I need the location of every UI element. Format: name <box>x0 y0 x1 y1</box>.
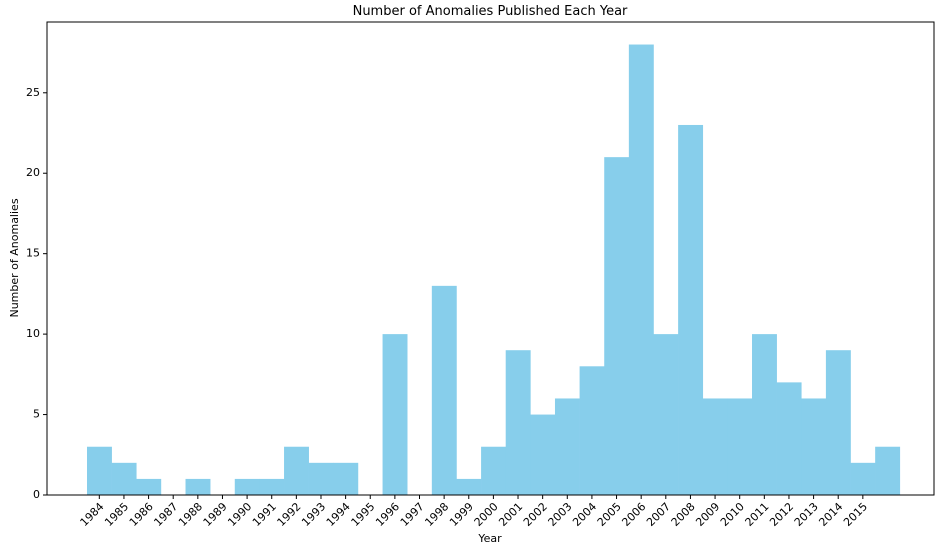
x-tick-label: 2001 <box>496 500 525 529</box>
y-tick-label: 5 <box>33 408 40 421</box>
bar <box>382 334 408 495</box>
bar <box>284 446 309 495</box>
x-tick-label: 1995 <box>348 500 377 529</box>
x-tick-label: 1991 <box>250 500 279 529</box>
x-tick-label: 2015 <box>841 500 870 529</box>
x-tick-label: 1987 <box>151 500 180 529</box>
plot-frame <box>46 21 935 496</box>
x-tick-label: 2012 <box>767 500 796 529</box>
chart-title: Number of Anomalies Published Each Year <box>353 4 628 19</box>
bar <box>628 44 654 496</box>
x-tick-label: 2005 <box>595 500 624 529</box>
bar <box>752 334 777 495</box>
y-tick-label: 15 <box>26 247 40 260</box>
bar <box>87 446 112 495</box>
y-axis-label: Number of Anomalies <box>8 198 21 317</box>
bar <box>604 157 630 495</box>
bar <box>431 285 457 495</box>
bar <box>727 398 753 495</box>
bar <box>850 462 876 495</box>
x-tick-label: 1993 <box>299 500 328 529</box>
x-tick-label: 2003 <box>546 500 575 529</box>
bar <box>530 414 556 495</box>
x-tick-label: 2007 <box>644 500 673 529</box>
bar <box>505 350 531 495</box>
x-axis-label: Year <box>477 532 502 545</box>
x-tick-label: 2011 <box>743 500 772 529</box>
bar <box>136 478 162 495</box>
x-tick-label: 1988 <box>176 500 205 529</box>
x-tick-label: 1992 <box>275 500 304 529</box>
x-tick-label: 1997 <box>398 500 427 529</box>
x-tick-label: 1985 <box>102 500 131 529</box>
x-tick-label: 1999 <box>447 500 476 529</box>
x-tick-label: 1990 <box>225 500 254 529</box>
y-tick-label: 10 <box>26 327 40 340</box>
x-tick-label: 2000 <box>472 500 501 529</box>
bar <box>801 398 827 495</box>
bar <box>234 478 260 495</box>
bar <box>111 462 137 495</box>
y-tick-label: 20 <box>26 166 40 179</box>
bar <box>481 446 507 495</box>
bar <box>776 382 802 495</box>
x-tick-label: 2006 <box>619 500 648 529</box>
bar <box>456 478 482 495</box>
bar <box>185 478 211 495</box>
bar <box>653 334 679 495</box>
y-tick-label: 25 <box>26 86 40 99</box>
bar <box>678 124 704 495</box>
x-tick-label: 2004 <box>570 500 599 529</box>
bar <box>259 478 285 495</box>
bar <box>308 462 334 495</box>
x-tick-label: 2009 <box>693 500 722 529</box>
x-tick-label: 2002 <box>521 500 550 529</box>
bar <box>333 462 359 495</box>
x-tick-label: 2013 <box>792 500 821 529</box>
bar <box>825 350 851 495</box>
bar <box>579 366 605 495</box>
x-tick-label: 1984 <box>78 500 107 529</box>
x-tick-label: 2008 <box>669 500 698 529</box>
x-tick-label: 1994 <box>324 500 353 529</box>
x-tick-label: 1998 <box>422 500 451 529</box>
x-tick-label: 2010 <box>718 500 747 529</box>
y-tick-label: 0 <box>33 488 40 501</box>
bar <box>702 398 728 495</box>
x-tick-label: 1989 <box>201 500 230 529</box>
x-tick-label: 1986 <box>127 500 156 529</box>
x-tick-label: 2014 <box>816 500 845 529</box>
x-tick-label: 1996 <box>373 500 402 529</box>
bar <box>875 446 901 495</box>
bar <box>554 398 580 495</box>
